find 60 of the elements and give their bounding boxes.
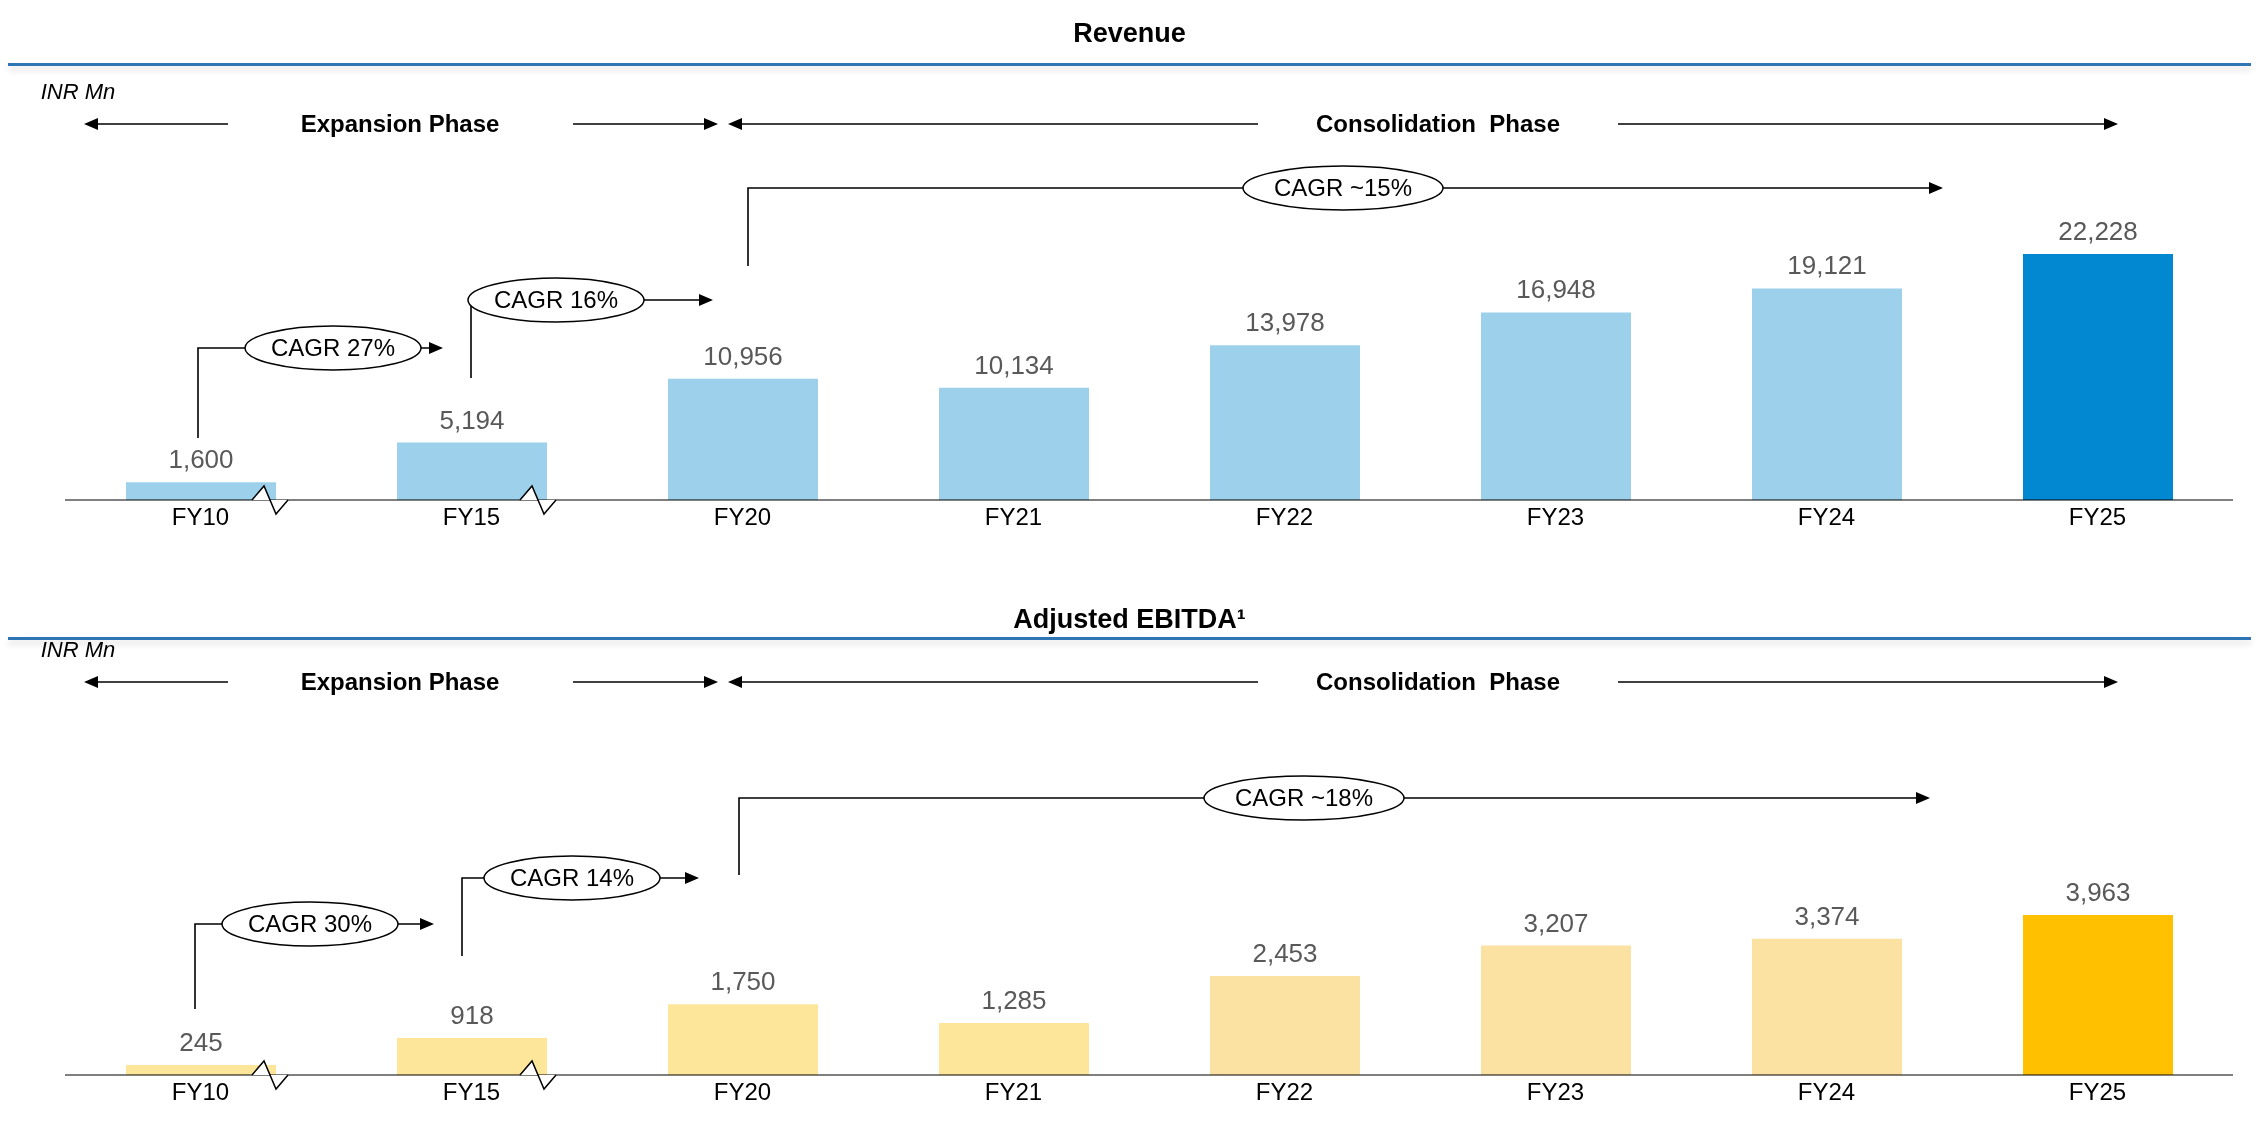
x-tick-label: FY21 [984,503,1043,531]
text: CAGR ~18% [1234,784,1374,812]
x-tick-label: FY15 [442,503,501,531]
text: Expansion Phase [300,668,500,696]
data-label: 918 [450,999,494,1030]
x-tick-label: FY24 [1797,503,1856,531]
chart-title: Revenue [1072,18,1187,49]
bar [2023,915,2173,1075]
bar [1752,288,1902,500]
data-label: 1,600 [168,444,234,475]
data-label: 3,963 [2065,877,2131,907]
bar [1210,345,1360,500]
text: Expansion Phase [300,110,500,138]
x-tick-label: FY22 [1255,1078,1314,1106]
x-tick-label: FY22 [1255,503,1314,531]
bar [1481,312,1631,500]
data-label: 10,134 [974,349,1054,380]
text: CAGR 14% [509,864,635,892]
bar [939,387,1089,500]
data-label: 1,285 [981,985,1047,1016]
x-tick-label: FY23 [1526,1078,1585,1106]
data-label: 19,121 [1787,250,1867,281]
annotation: CAGR 16% [493,286,619,314]
data-label: 10,956 [703,340,783,371]
data-label: 1,750 [710,966,776,997]
text: INR Mn [40,79,116,105]
x-tick-label: FY20 [713,1078,772,1106]
x-tick-label: FY10 [171,1078,230,1106]
data-label: 5,194 [439,404,505,435]
text: INR Mn [40,637,116,663]
bar [1752,938,1902,1075]
bar [2023,254,2173,500]
annotation: CAGR 30% [247,910,373,938]
chart-title: Adjusted EBITDA¹ [1012,604,1247,635]
x-tick-label: FY25 [2068,1078,2127,1106]
x-tick-label: FY21 [984,1078,1043,1106]
x-tick-label: FY23 [1526,503,1585,531]
data-label: 13,978 [1245,307,1325,338]
x-tick-label: FY25 [2068,503,2127,531]
bar [668,378,818,500]
text: CAGR ~15% [1273,174,1413,202]
bar [1210,975,1360,1075]
bar [397,1037,547,1075]
data-label: 22,228 [2058,216,2138,246]
data-label: 2,453 [1252,937,1318,968]
x-tick-label: FY15 [442,1078,501,1106]
data-label: 3,207 [1523,907,1589,938]
data-label: 3,374 [1794,900,1860,931]
data-label: 245 [179,1027,223,1058]
annotation: CAGR 27% [270,334,396,362]
bar [397,442,547,500]
bar [1481,945,1631,1075]
text: Consolidation Phase [1315,110,1561,138]
data-label: 16,948 [1516,274,1596,305]
text: Consolidation Phase [1315,668,1561,696]
x-tick-label: FY10 [171,503,230,531]
bar [668,1004,818,1075]
bar [939,1023,1089,1075]
x-tick-label: FY20 [713,503,772,531]
x-tick-label: FY24 [1797,1078,1856,1106]
